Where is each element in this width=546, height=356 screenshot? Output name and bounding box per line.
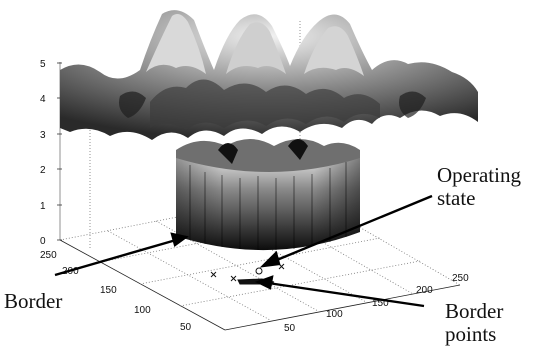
border-points [210, 263, 285, 285]
border-points-label-line2: points [445, 322, 497, 346]
x-tick-label: 250 [452, 273, 469, 284]
x-tick-label: 200 [416, 285, 433, 296]
y-tick-labels: 250 200 150 100 50 [40, 250, 192, 333]
operating-state-marker [255, 267, 263, 275]
z-tick-label: 4 [40, 94, 46, 105]
y-tick-label: 100 [134, 305, 151, 316]
y-tick-label: 150 [100, 285, 117, 296]
z-tick-label: 3 [40, 130, 46, 141]
x-tick-label: 150 [372, 298, 389, 309]
border-label: Border [4, 289, 63, 313]
annotation-arrows [54, 194, 433, 308]
x-tick-label: 50 [284, 323, 296, 334]
y-tick-label: 50 [180, 322, 192, 333]
z-tick-label: 1 [40, 201, 46, 212]
border-points-label-line1: Border [445, 299, 504, 323]
z-tick-labels: 0 1 2 3 4 5 [40, 59, 46, 247]
z-tick-label: 0 [40, 236, 46, 247]
x-tick-labels: 50 100 150 200 250 [284, 273, 469, 334]
operating-state-label-line2: state [437, 186, 476, 210]
operating-state-label: Operating state [437, 164, 521, 210]
border-points-label: Border points [445, 300, 503, 346]
surface-peaks [60, 10, 478, 172]
surface-wall [176, 156, 360, 251]
z-tick-label: 5 [40, 59, 46, 70]
x-tick-label: 100 [326, 309, 343, 320]
z-tick-marks [57, 62, 62, 241]
z-tick-label: 2 [40, 165, 46, 176]
operating-state-label-line1: Operating [437, 163, 521, 187]
y-tick-label: 250 [40, 250, 57, 261]
